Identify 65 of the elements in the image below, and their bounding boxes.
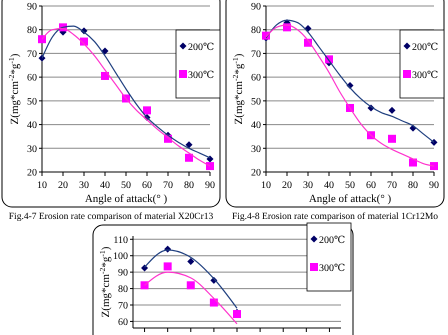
y-tick-label: 90 (27, 2, 37, 12)
x-tick-label: 60 (142, 180, 152, 191)
x-tick-label: 50 (345, 180, 355, 191)
x-tick-label: 80 (184, 180, 194, 191)
x-tick-label: 10 (261, 180, 271, 191)
x-axis-title: Angle of attack(° ) (84, 193, 168, 205)
point (187, 258, 194, 265)
point (430, 162, 438, 170)
point (185, 154, 193, 162)
x-tick-label: 60 (366, 180, 376, 191)
y-tick-label: 40 (27, 120, 37, 132)
x-tick-label: 80 (408, 180, 418, 191)
y-tick-label: 80 (118, 284, 128, 296)
legend-label: 200℃ (188, 42, 214, 53)
x-tick-label: 90 (429, 180, 439, 191)
x-tick-label: 10 (37, 180, 47, 191)
y-tick-label: 50 (27, 96, 37, 108)
legend-label: 200℃ (319, 235, 346, 246)
y-tick-label: 70 (251, 48, 261, 60)
y-tick-label: 80 (251, 25, 261, 36)
y-tick-label: 20 (251, 168, 261, 178)
point (143, 106, 151, 114)
y-tick-label: 110 (113, 234, 128, 246)
y-tick-label: 60 (251, 72, 261, 84)
y-tick-label: 100 (113, 251, 128, 262)
point (164, 262, 172, 270)
point (210, 298, 218, 307)
point (233, 310, 241, 318)
y-tick-label: 50 (251, 96, 261, 108)
legend-label: 200℃ (412, 42, 438, 53)
caption: Fig.4-8 Erosion rate comparison of material 1Cr12Mo (232, 212, 438, 222)
caption: Fig.4-7 Erosion rate comparison of material X20Cr13 (8, 212, 214, 222)
point (101, 72, 109, 80)
x-tick-label: 20 (282, 180, 292, 191)
y-tick-label: 90 (118, 268, 128, 279)
y-tick-label: 40 (251, 120, 261, 132)
point (388, 134, 396, 143)
y-tick-label: 60 (27, 72, 37, 84)
y-tick-label: 30 (251, 144, 261, 155)
x-tick-label: 90 (205, 180, 215, 191)
x-tick-label: 20 (58, 180, 68, 191)
legend-label: 300℃ (319, 263, 346, 274)
x-axis-title: Angle of attack(° ) (308, 193, 392, 205)
y-tick-label: 70 (118, 300, 128, 312)
x-tick-label: 70 (387, 180, 397, 191)
y-tick-label: 90 (251, 2, 261, 12)
point (206, 155, 214, 162)
x-tick-label: 30 (79, 180, 89, 191)
point (388, 106, 396, 114)
point (186, 281, 195, 290)
point (38, 35, 46, 44)
legend-label: 300℃ (412, 70, 438, 81)
point (186, 141, 192, 148)
y-tick-label: 30 (27, 144, 37, 155)
x-tick-label: 40 (324, 180, 334, 191)
x-tick-label: 30 (303, 180, 313, 191)
point (140, 281, 149, 290)
y-tick-label: 60 (118, 316, 128, 328)
legend-label: 300℃ (188, 70, 214, 81)
y-tick-label: 80 (27, 25, 37, 36)
x-tick-label: 70 (163, 180, 173, 191)
point (206, 162, 214, 170)
x-tick-label: 40 (100, 180, 110, 191)
y-tick-label: 20 (27, 168, 37, 178)
y-tick-label: 70 (27, 48, 37, 60)
